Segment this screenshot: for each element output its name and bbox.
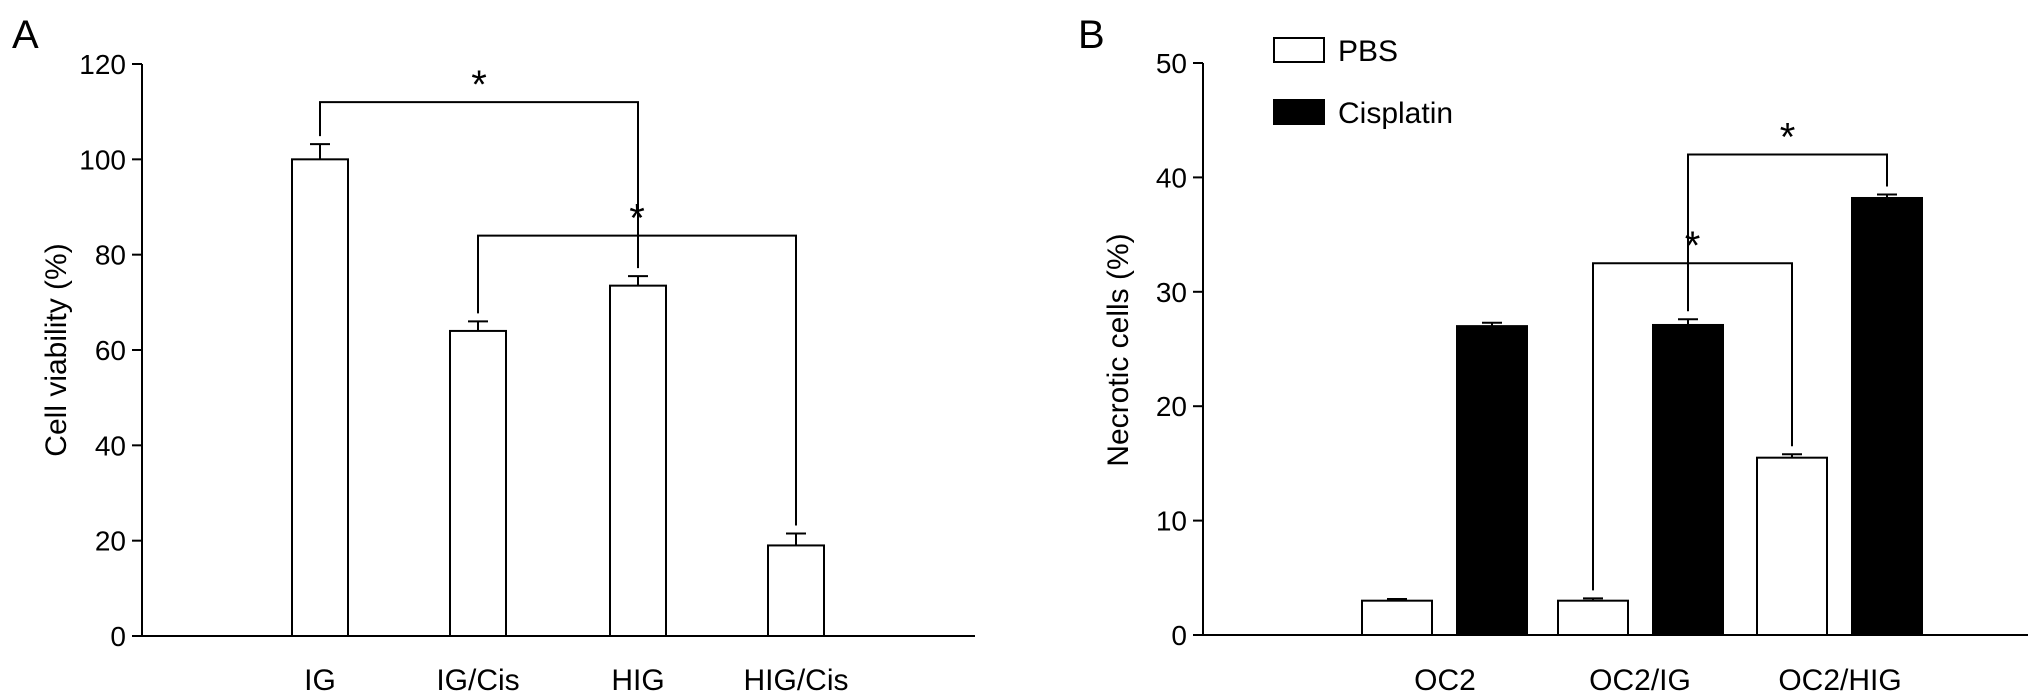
panel-b-y-tick-label: 40 xyxy=(1156,162,1187,193)
panel-b-bar-cisplatin xyxy=(1456,325,1528,636)
panel-b-y-tick-label: 50 xyxy=(1156,48,1187,79)
panel-b-axes: 0 10 20 30 40 50 xyxy=(1156,48,2028,651)
panel-a-significance-star: * xyxy=(629,197,645,241)
panel-b-significance-bracket xyxy=(1687,153,1888,312)
panel-a-y-tick-label: 40 xyxy=(95,430,126,461)
panel-a-y-tick-label: 120 xyxy=(79,49,126,80)
panel-a-bars: IG IG/Cis HIG HIG/Cis xyxy=(291,143,849,697)
panel-b-category-label: OC2 xyxy=(1414,664,1476,697)
panel-b-category-label: OC2/HIG xyxy=(1778,664,1901,697)
panel-a-category-label: IG/Cis xyxy=(436,664,519,697)
panel-b-significance-star: * xyxy=(1780,116,1796,160)
panel-b-bars: OC2 OC2/IG OC2/HIG xyxy=(1361,193,1923,697)
panel-a-bar xyxy=(767,544,825,638)
panel-a-bar xyxy=(291,158,349,637)
panel-b-category-label: OC2/IG xyxy=(1589,664,1691,697)
panel-a-label: A xyxy=(12,13,39,57)
panel-b-y-tick-label: 30 xyxy=(1156,277,1187,308)
panel-a-significance-brackets: ** xyxy=(319,63,797,526)
panel-a-significance-star: * xyxy=(471,63,487,107)
panel-b-significance-brackets: ** xyxy=(1592,116,1888,591)
panel-b-legend-swatch-pbs xyxy=(1273,37,1325,63)
panel-a-y-tick-label: 60 xyxy=(95,335,126,366)
panel-a-bar xyxy=(609,284,667,637)
panel-b-bar-pbs xyxy=(1557,599,1629,636)
panel-a-y-tick-label: 80 xyxy=(95,240,126,271)
panel-b-bar-cisplatin xyxy=(1652,323,1724,636)
panel-b-significance-bracket xyxy=(1592,262,1793,591)
panel-a-category-label: HIG/Cis xyxy=(744,664,849,697)
panel-a-y-axis-label: Cell viability (%) xyxy=(40,243,73,456)
panel-b-legend-swatch-cisplatin xyxy=(1273,99,1325,125)
panel-b-legend: PBS Cisplatin xyxy=(1273,35,1453,130)
panel-b-bar-pbs xyxy=(1756,456,1828,636)
panel-b-y-tick-label: 20 xyxy=(1156,391,1187,422)
panel-a-axes: 0 20 40 60 80 100 120 xyxy=(79,49,975,652)
panel-a-significance-bracket xyxy=(319,101,639,269)
panel-b-necrotic-cells-chart: B Necrotic cells (%) 0 10 20 30 40 50 OC2 OC2/… xyxy=(1078,13,2028,697)
panel-b-y-axis-label: Necrotic cells (%) xyxy=(1102,233,1135,466)
panel-a-significance-bracket xyxy=(477,234,797,526)
panel-a-category-label: IG xyxy=(304,664,336,697)
panel-a-y-tick-label: 0 xyxy=(110,621,126,652)
panel-a-y-tick-label: 100 xyxy=(79,144,126,175)
panel-b-legend-label: PBS xyxy=(1338,35,1398,68)
panel-b-bar-pbs xyxy=(1361,599,1433,636)
panel-a-category-label: HIG xyxy=(611,664,664,697)
panel-b-label: B xyxy=(1078,13,1105,57)
panel-a-y-tick-label: 20 xyxy=(95,526,126,557)
panel-b-bar-cisplatin xyxy=(1851,196,1923,636)
panel-b-y-tick-label: 10 xyxy=(1156,506,1187,537)
panel-b-legend-label: Cisplatin xyxy=(1338,97,1453,130)
panel-a-bar xyxy=(449,329,507,637)
panel-b-y-tick-label: 0 xyxy=(1171,620,1187,651)
